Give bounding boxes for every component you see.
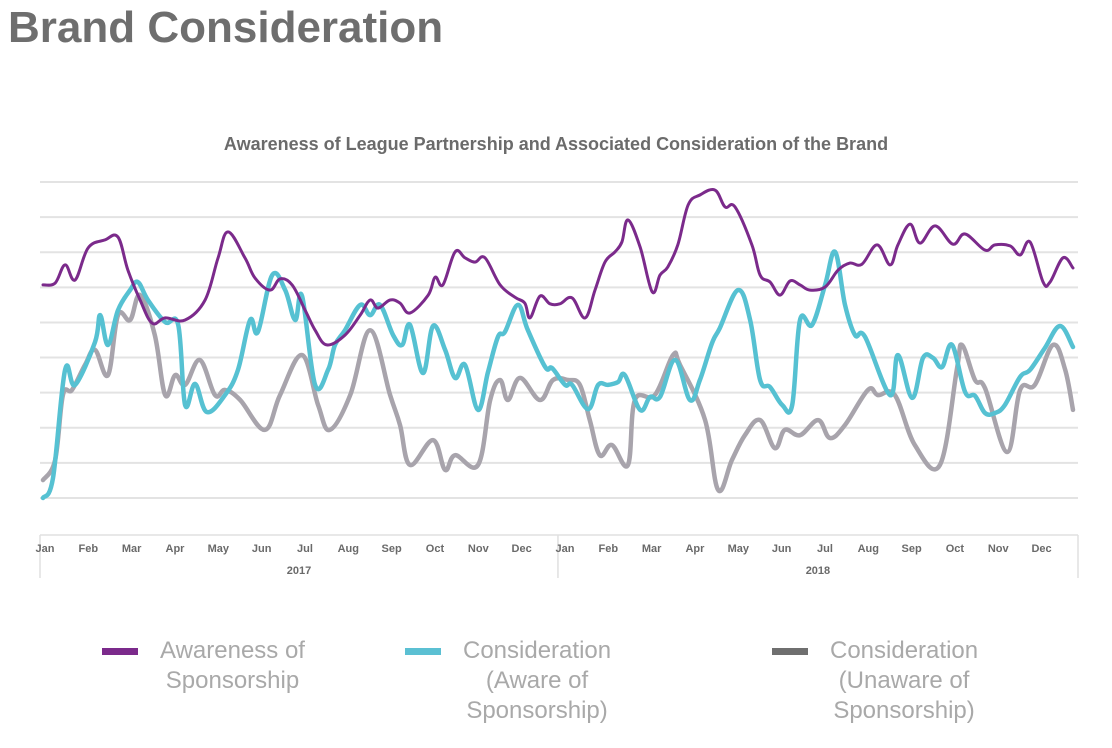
chart-title: Awareness of League Partnership and Asso…: [223, 134, 889, 154]
x-tick-label: Oct: [946, 543, 965, 555]
legend-label-line: (Aware of: [485, 667, 589, 694]
x-tick-label: Nov: [988, 543, 1010, 555]
legend-label-awareness: Awareness of Sponsorship: [160, 636, 305, 696]
series-line-consideration-aware: [40, 249, 1076, 501]
x-tick-label: Mar: [122, 543, 142, 555]
line-chart: 2017 2018 Jan Feb Mar Apr May Jun Jul Aug Sep Oct No…: [36, 181, 1079, 578]
x-tick-label: Aug: [338, 543, 359, 555]
legend-item-awareness[interactable]: Awareness of Sponsorship: [102, 636, 305, 696]
x-tick-label: Jan: [36, 543, 55, 555]
chart-legend: Awareness of Sponsorship Consideration (…: [0, 636, 1112, 746]
series-lines: [40, 188, 1076, 501]
x-tick-label: Dec: [1031, 543, 1051, 555]
x-tick-label: Feb: [599, 543, 619, 555]
legend-label-line: Sponsorship): [833, 697, 975, 724]
x-tick-label: Apr: [166, 543, 186, 555]
x-tick-label: Jun: [252, 543, 272, 555]
legend-item-consideration-unaware[interactable]: Consideration (Unaware of Sponsorship): [772, 636, 978, 726]
x-tick-label: Dec: [512, 543, 532, 555]
x-tick-label: Apr: [685, 543, 705, 555]
legend-label-line: Consideration: [830, 637, 979, 664]
x-tick-label: Mar: [642, 543, 662, 555]
legend-label-consideration-unaware: Consideration (Unaware of Sponsorship): [830, 636, 978, 726]
x-tick-label: Aug: [858, 543, 879, 555]
x-tick-label: May: [728, 543, 750, 555]
legend-swatch-consideration-aware: [405, 648, 441, 655]
x-tick-label: Oct: [426, 543, 445, 555]
x-tick-label: Jul: [297, 543, 313, 555]
x-tick-label: Feb: [79, 543, 99, 555]
legend-label-line: Sponsorship: [165, 667, 300, 694]
legend-label-line: Consideration: [463, 637, 612, 664]
legend-item-consideration-aware[interactable]: Consideration (Aware of Sponsorship): [405, 636, 611, 726]
x-tick-label: Sep: [382, 543, 402, 555]
series-line-consideration-unaware: [40, 292, 1076, 494]
legend-label-line: Sponsorship): [466, 697, 608, 724]
legend-label-line: (Unaware of: [838, 667, 970, 694]
legend-swatch-consideration-unaware: [772, 648, 808, 655]
page-title: Brand Consideration: [8, 3, 444, 52]
x-tick-label: Nov: [468, 543, 490, 555]
legend-swatch-awareness: [102, 648, 138, 655]
gridlines: [40, 181, 1078, 499]
x-axis-year-label: 2018: [806, 565, 830, 577]
series-line-awareness: [41, 188, 1075, 347]
x-tick-label: Sep: [902, 543, 922, 555]
x-axis: 2017 2018 Jan Feb Mar Apr May Jun Jul Aug Sep Oct No…: [36, 534, 1079, 578]
x-tick-label: Jun: [772, 543, 792, 555]
x-axis-year-label: 2017: [287, 565, 311, 577]
legend-label-consideration-aware: Consideration (Aware of Sponsorship): [463, 636, 611, 726]
x-tick-label: May: [208, 543, 230, 555]
x-tick-label: Jan: [555, 543, 574, 555]
x-tick-label: Jul: [817, 543, 833, 555]
legend-label-line: Awareness of: [160, 637, 305, 664]
